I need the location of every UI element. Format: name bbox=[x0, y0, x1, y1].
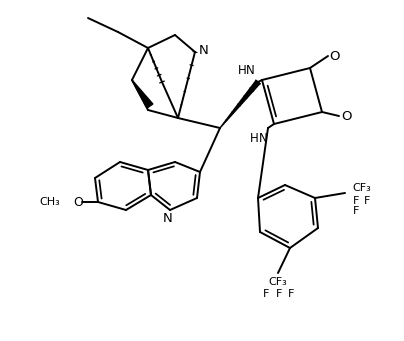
Text: H: H bbox=[250, 132, 259, 145]
Text: F: F bbox=[353, 196, 360, 206]
Text: O: O bbox=[342, 109, 352, 122]
Text: O: O bbox=[73, 195, 83, 208]
Text: N: N bbox=[163, 211, 173, 224]
Polygon shape bbox=[220, 80, 260, 128]
Text: CF₃: CF₃ bbox=[269, 277, 287, 287]
Polygon shape bbox=[132, 80, 153, 108]
Text: CH₃: CH₃ bbox=[39, 197, 60, 207]
Text: N: N bbox=[246, 63, 255, 76]
Text: CF₃: CF₃ bbox=[352, 183, 371, 193]
Text: F: F bbox=[263, 289, 269, 299]
Text: N: N bbox=[259, 132, 267, 145]
Text: F: F bbox=[288, 289, 294, 299]
Text: F: F bbox=[276, 289, 282, 299]
Text: F: F bbox=[364, 196, 370, 206]
Text: O: O bbox=[330, 49, 340, 62]
Text: H: H bbox=[238, 63, 246, 76]
Text: N: N bbox=[199, 44, 209, 57]
Text: F: F bbox=[353, 206, 360, 216]
